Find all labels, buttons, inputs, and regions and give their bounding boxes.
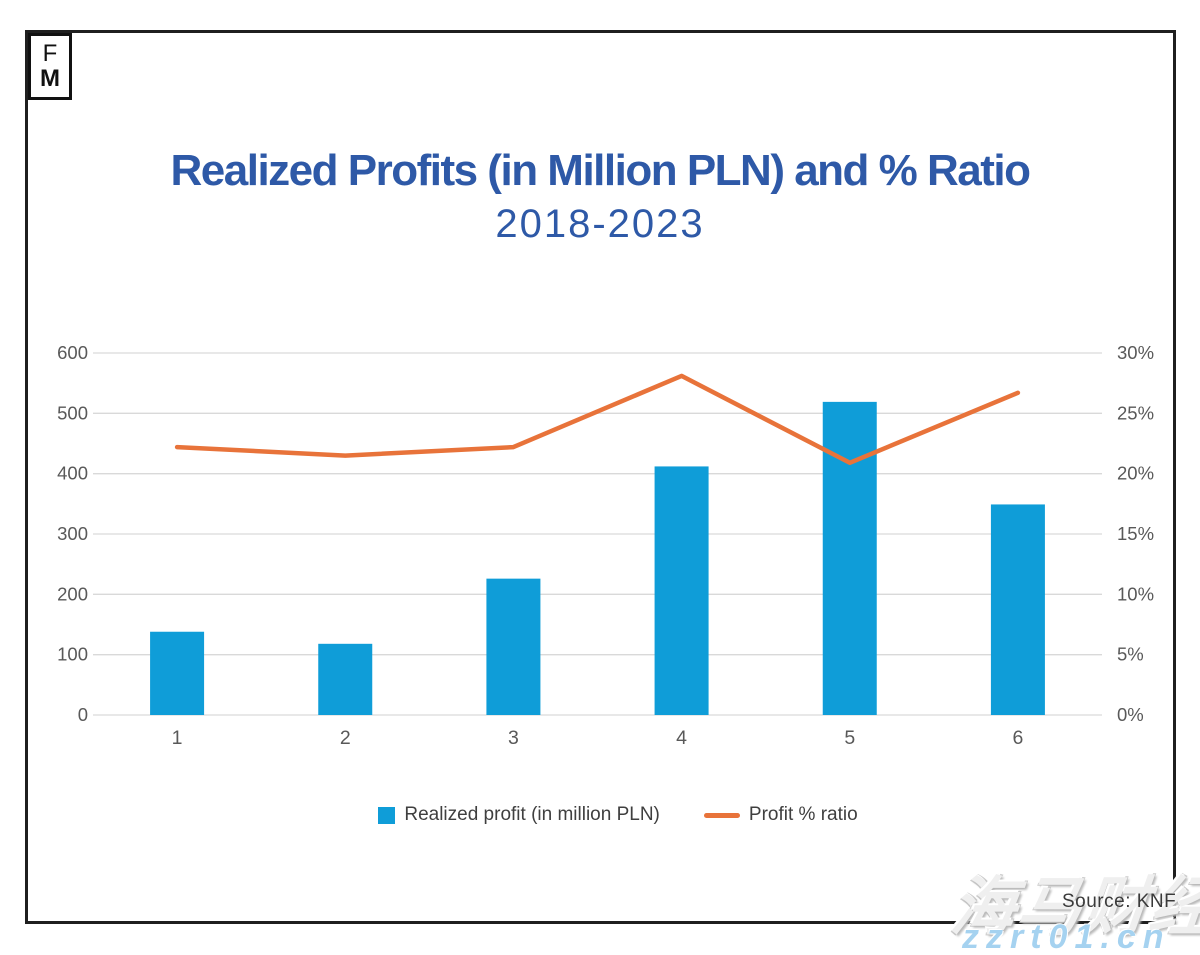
bar-realized-profit <box>150 631 205 715</box>
left-axis-tick: 400 <box>57 463 88 484</box>
bar-series-swatch-icon <box>378 806 396 824</box>
source-label: Source: KNF <box>1062 891 1177 912</box>
chart-legend: Realized profit (in million PLN) Profit … <box>0 800 1200 830</box>
legend-item-profit-ratio: Profit % ratio <box>703 804 858 826</box>
left-axis-tick: 600 <box>57 342 88 363</box>
fm-logo-letter-f: F <box>42 40 58 68</box>
left-axis-tick: 300 <box>57 523 88 544</box>
chart-title: Realized Profits (in Million PLN) and % … <box>170 146 1032 195</box>
legend-label: Realized profit (in million PLN) <box>404 804 660 825</box>
right-axis-tick: 30% <box>1117 342 1154 363</box>
x-axis-label: 3 <box>508 727 519 749</box>
left-axis-tick: 500 <box>57 402 88 423</box>
left-axis-tick: 100 <box>57 644 88 665</box>
watermark-url: zzrt01.cn <box>962 918 1171 955</box>
bar-realized-profit <box>654 466 709 715</box>
left-axis-tick: 200 <box>57 583 88 604</box>
right-axis-tick: 15% <box>1117 523 1154 544</box>
x-axis-label: 4 <box>676 727 687 749</box>
x-axis-label: 6 <box>1012 727 1023 749</box>
x-axis-label: 1 <box>172 727 183 749</box>
right-axis-tick: 0% <box>1117 704 1144 725</box>
bar-realized-profit <box>822 401 877 715</box>
legend-item-realized-profit: Realized profit (in million PLN) <box>378 804 660 826</box>
fm-logo: F M <box>28 33 72 100</box>
right-axis-tick: 5% <box>1117 644 1144 665</box>
fm-logo-letter-m: M <box>40 64 60 92</box>
line-series-swatch-icon <box>703 812 740 818</box>
right-axis-tick: 20% <box>1117 463 1154 484</box>
right-axis-tick: 25% <box>1117 402 1154 423</box>
bar-realized-profit <box>990 504 1045 715</box>
outer-frame <box>25 30 1176 924</box>
x-axis-label: 2 <box>340 727 351 749</box>
right-axis-tick: 10% <box>1117 583 1154 604</box>
x-axis-label: 5 <box>844 727 855 749</box>
legend-label: Profit % ratio <box>748 804 858 825</box>
bar-realized-profit <box>486 578 541 715</box>
line-profit-ratio <box>174 373 1021 466</box>
bar-realized-profit <box>318 643 373 715</box>
left-axis-tick: 0 <box>78 704 88 725</box>
chart-subtitle: 2018-2023 <box>495 202 705 246</box>
